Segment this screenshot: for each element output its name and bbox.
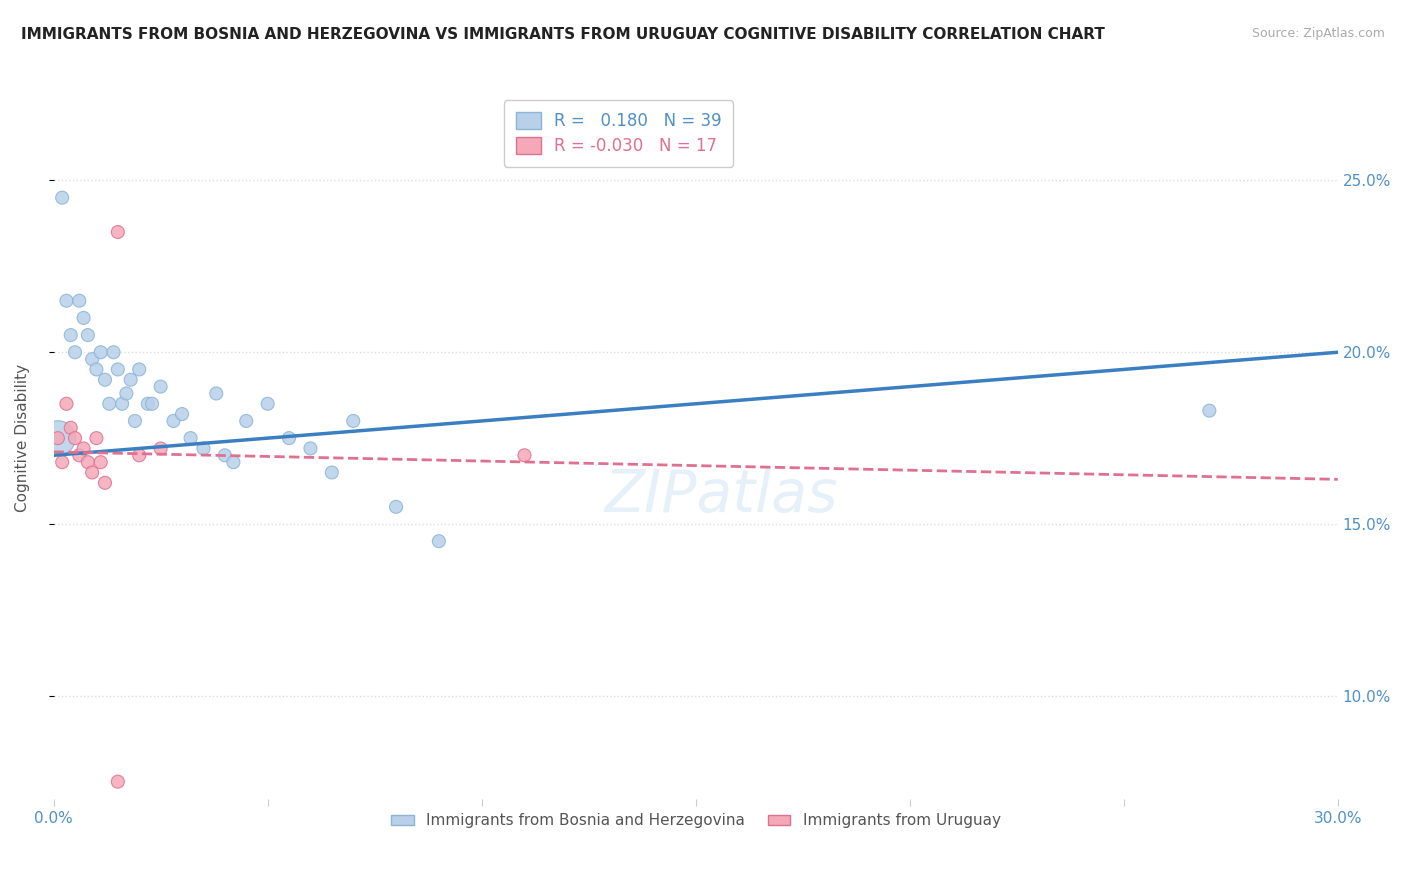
Point: [103, 345, 125, 359]
Point: [55, 293, 77, 308]
Point: [51, 191, 73, 205]
Point: [63, 431, 86, 445]
Point: [124, 414, 146, 428]
Point: [214, 448, 236, 462]
Point: [107, 774, 129, 789]
Point: [128, 362, 150, 376]
Point: [205, 386, 228, 401]
Point: [76, 455, 98, 469]
Point: [299, 442, 322, 456]
Point: [59, 421, 82, 435]
Point: [278, 431, 301, 445]
Point: [46, 431, 69, 445]
Point: [72, 310, 94, 325]
Point: [90, 455, 112, 469]
Point: [120, 373, 142, 387]
Point: [51, 455, 73, 469]
Point: [76, 328, 98, 343]
Point: [59, 328, 82, 343]
Point: [107, 362, 129, 376]
Point: [46, 431, 69, 445]
Point: [162, 414, 184, 428]
Point: [98, 397, 121, 411]
Point: [1198, 403, 1220, 417]
Point: [128, 448, 150, 462]
Point: [149, 442, 172, 456]
Point: [115, 386, 138, 401]
Point: [136, 397, 159, 411]
Point: [94, 373, 117, 387]
Point: [111, 397, 134, 411]
Point: [67, 293, 90, 308]
Point: [141, 397, 163, 411]
Point: [222, 455, 245, 469]
Point: [90, 345, 112, 359]
Point: [321, 466, 343, 480]
Point: [256, 397, 278, 411]
Legend: Immigrants from Bosnia and Herzegovina, Immigrants from Uruguay: Immigrants from Bosnia and Herzegovina, …: [385, 807, 1007, 835]
Point: [180, 431, 202, 445]
Point: [82, 352, 104, 367]
Point: [63, 345, 86, 359]
Point: [170, 407, 193, 421]
Point: [235, 414, 257, 428]
Point: [149, 379, 172, 393]
Point: [55, 397, 77, 411]
Point: [342, 414, 364, 428]
Text: IMMIGRANTS FROM BOSNIA AND HERZEGOVINA VS IMMIGRANTS FROM URUGUAY COGNITIVE DISA: IMMIGRANTS FROM BOSNIA AND HERZEGOVINA V…: [21, 27, 1105, 42]
Text: ZIPatlas: ZIPatlas: [605, 467, 838, 524]
Point: [193, 442, 215, 456]
Point: [385, 500, 408, 514]
Point: [427, 534, 450, 549]
Point: [82, 466, 104, 480]
Point: [107, 225, 129, 239]
Point: [86, 362, 108, 376]
Text: Source: ZipAtlas.com: Source: ZipAtlas.com: [1251, 27, 1385, 40]
Point: [86, 431, 108, 445]
Point: [67, 448, 90, 462]
Point: [94, 475, 117, 490]
Point: [513, 448, 536, 462]
Y-axis label: Cognitive Disability: Cognitive Disability: [15, 364, 30, 512]
Point: [72, 442, 94, 456]
